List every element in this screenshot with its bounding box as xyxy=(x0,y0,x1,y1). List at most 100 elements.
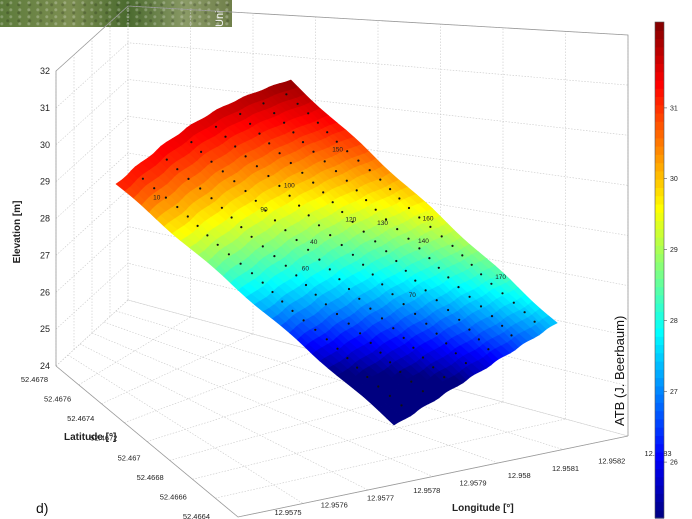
surface-annotation: 40 xyxy=(310,239,318,246)
colorbar-segment xyxy=(655,170,664,180)
grid-line-floor xyxy=(67,354,304,504)
survey-point xyxy=(368,169,371,172)
surface-annotation: 100 xyxy=(284,183,295,190)
survey-point xyxy=(414,312,417,315)
colorbar-segment xyxy=(655,38,664,48)
grass-texture xyxy=(0,0,232,27)
longitude-tick-label: 12.9581 xyxy=(552,464,579,473)
latitude-tick-label: 52.4674 xyxy=(67,414,94,423)
survey-point xyxy=(379,178,382,181)
survey-point xyxy=(281,300,284,303)
survey-point xyxy=(479,305,483,308)
surface-annotation: 130 xyxy=(377,220,388,227)
survey-point xyxy=(402,336,405,339)
surface-annotation: 170 xyxy=(495,274,506,281)
survey-point xyxy=(307,112,310,115)
longitude-tick-label: 12.9579 xyxy=(459,479,486,488)
survey-point xyxy=(435,332,438,335)
colorbar-segment xyxy=(655,162,664,172)
survey-point xyxy=(369,341,372,344)
survey-point xyxy=(451,244,454,247)
survey-point xyxy=(389,188,392,191)
survey-point xyxy=(447,308,450,312)
survey-point xyxy=(312,150,315,153)
colorbar-segment xyxy=(655,121,664,131)
surface-annotation: 160 xyxy=(423,215,434,222)
colorbar-segment xyxy=(655,410,664,420)
longitude-tick-label: 12.9575 xyxy=(274,508,301,517)
survey-point xyxy=(374,208,377,211)
survey-point xyxy=(418,247,421,250)
survey-point xyxy=(267,174,270,178)
survey-point xyxy=(264,209,267,212)
survey-point xyxy=(432,366,435,369)
colorbar-segment xyxy=(655,294,664,304)
survey-point xyxy=(490,282,493,285)
elevation-surface xyxy=(115,79,558,426)
survey-point xyxy=(254,199,257,202)
survey-point xyxy=(404,269,407,272)
survey-point xyxy=(389,361,392,364)
survey-point xyxy=(296,102,299,105)
surface-annotation: 60 xyxy=(302,265,310,272)
survey-point xyxy=(278,184,281,187)
colorbar-segment xyxy=(655,327,664,337)
survey-point xyxy=(301,171,304,174)
survey-point xyxy=(307,248,310,251)
survey-point xyxy=(346,357,349,360)
colorbar-segment xyxy=(655,104,664,114)
colorbar-tick-label: 28 xyxy=(670,318,678,325)
survey-point xyxy=(356,366,359,369)
survey-point xyxy=(396,228,399,231)
survey-point xyxy=(221,170,224,173)
colorbar-segment xyxy=(655,336,664,345)
survey-point xyxy=(362,230,365,233)
survey-point xyxy=(346,150,349,153)
colorbar-tick-label: 29 xyxy=(670,247,678,254)
survey-point xyxy=(351,220,354,223)
survey-point xyxy=(501,292,504,295)
survey-point xyxy=(487,348,490,351)
survey-point xyxy=(421,356,425,359)
survey-point xyxy=(385,250,388,253)
survey-point xyxy=(374,240,377,243)
survey-point xyxy=(284,229,287,232)
colorbar-tick-label: 31 xyxy=(670,105,678,112)
colorbar-frame xyxy=(654,21,665,519)
survey-point xyxy=(325,338,328,341)
survey-point xyxy=(336,347,339,350)
survey-point xyxy=(331,201,334,204)
latitude-tick-label: 52.4668 xyxy=(137,473,164,482)
survey-point xyxy=(428,257,431,260)
survey-point xyxy=(233,180,236,183)
survey-point xyxy=(273,112,276,115)
colorbar-segment xyxy=(655,179,664,188)
grid-line-floor xyxy=(103,321,499,464)
survey-point xyxy=(334,170,338,173)
survey-point xyxy=(249,122,252,125)
z-tick-label: 30 xyxy=(40,140,50,150)
survey-point xyxy=(196,224,199,227)
survey-point xyxy=(273,219,277,222)
longitude-tick-label: 12.9577 xyxy=(367,493,394,502)
survey-point xyxy=(369,307,372,310)
survey-point xyxy=(210,197,213,200)
colorbar-segment xyxy=(655,253,664,263)
survey-point xyxy=(335,312,339,316)
colorbar-segment xyxy=(655,220,664,230)
survey-point xyxy=(224,135,227,138)
survey-point xyxy=(533,320,536,323)
survey-point xyxy=(289,161,292,165)
survey-point xyxy=(371,273,374,276)
survey-point xyxy=(273,255,276,258)
survey-point xyxy=(220,206,223,209)
colorbar-segment xyxy=(655,30,664,40)
survey-point xyxy=(512,301,515,304)
colorbar-segment xyxy=(655,55,664,64)
survey-point xyxy=(440,235,443,238)
box-outline-back xyxy=(55,5,629,436)
survey-point xyxy=(377,385,380,388)
latitude-tick-label: 52.467 xyxy=(118,453,141,462)
survey-point xyxy=(244,189,247,193)
